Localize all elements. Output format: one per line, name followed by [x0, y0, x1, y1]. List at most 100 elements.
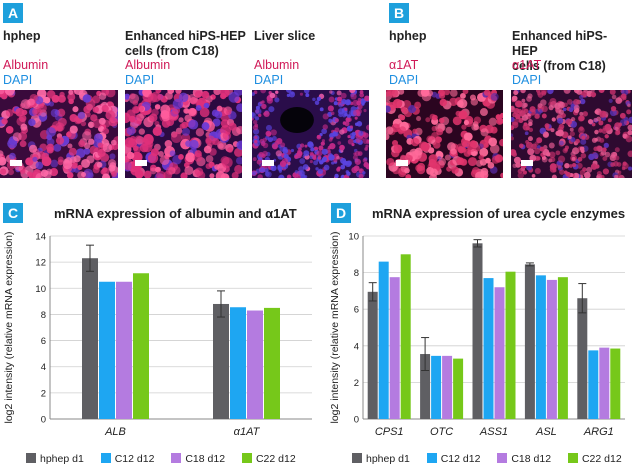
- micrograph-hphep-albumin: [0, 90, 118, 178]
- bar: [546, 279, 557, 419]
- bar: [367, 291, 378, 419]
- y-axis-label: log2 intensity (relative mRNA expression…: [329, 232, 341, 424]
- x-tick-label: ALB: [104, 426, 126, 438]
- bar: [378, 261, 389, 419]
- micrograph-liver-slice-albumin: [252, 90, 369, 178]
- x-tick-label: ASS1: [479, 426, 508, 438]
- bar: [82, 258, 98, 419]
- panel-b-col1-stain-2: DAPI: [389, 73, 419, 87]
- bar: [472, 243, 483, 419]
- y-tick-label: 12: [35, 258, 46, 269]
- y-tick-label: 14: [35, 232, 46, 243]
- y-tick-label: 8: [41, 310, 46, 321]
- bar: [431, 355, 442, 419]
- panel-c-label: C: [3, 203, 23, 223]
- legend-item-c22: C22 d12: [567, 453, 622, 465]
- bar: [524, 264, 535, 419]
- y-tick-label: 2: [41, 388, 46, 399]
- y-tick-label: 6: [41, 336, 46, 347]
- panel-b-col2-stain-2: DAPI: [512, 73, 542, 87]
- scale-bar: [10, 160, 22, 166]
- bar: [505, 271, 516, 419]
- legend-swatch: [497, 453, 508, 463]
- micrograph-hips-hep-a1at: [511, 90, 632, 178]
- panel-a-col3-stain-1: Albumin: [254, 58, 300, 72]
- panel-a-col2-stain-1: Albumin: [125, 58, 171, 72]
- chart-d-title: mRNA expression of urea cycle enzymes: [372, 206, 626, 221]
- bar: [610, 348, 621, 419]
- legend-swatch: [352, 453, 362, 463]
- bar: [389, 277, 400, 419]
- chart-d: log2 intensity (relative mRNA expression…: [329, 232, 625, 438]
- error-bar: [578, 283, 587, 314]
- bar: [453, 358, 464, 419]
- bar: [247, 310, 263, 419]
- chart-c-legend: hphep d1 C12 d12 C18 d12 C22 d12: [26, 453, 310, 465]
- panel-a-col3-stain-2: DAPI: [254, 73, 284, 87]
- chart-c: log2 intensity (relative mRNA expression…: [3, 232, 312, 438]
- y-tick-label: 6: [354, 305, 359, 316]
- legend-swatch: [567, 453, 578, 463]
- x-tick-label: α1AT: [234, 426, 261, 438]
- y-tick-label: 4: [41, 362, 46, 373]
- error-bar: [368, 282, 377, 302]
- legend-item-c18: C18 d12: [497, 453, 551, 465]
- legend-swatch: [100, 453, 111, 463]
- panel-a-label: A: [3, 3, 23, 23]
- bar: [494, 287, 505, 419]
- error-bar: [86, 244, 94, 272]
- x-tick-label: OTC: [430, 426, 453, 438]
- error-bar: [421, 337, 430, 372]
- bar: [483, 278, 494, 419]
- bar: [599, 347, 610, 419]
- bar: [116, 281, 132, 419]
- bar: [420, 354, 431, 419]
- legend-swatch: [26, 453, 36, 463]
- bar: [588, 350, 599, 419]
- panel-a-col1-stain-2: DAPI: [3, 73, 33, 87]
- scale-bar: [262, 160, 274, 166]
- panel-b-col1-stain-1: α1AT: [389, 58, 419, 72]
- y-tick-label: 4: [354, 341, 359, 352]
- panel-b-col2-title: Enhanced hiPS-HEP cells (from C18): [512, 29, 608, 73]
- panel-a-col3-title: Liver slice: [254, 29, 316, 43]
- x-tick-label: ARG1: [583, 426, 614, 438]
- bar: [535, 275, 546, 419]
- bar: [264, 307, 280, 419]
- micrograph-hips-hep-albumin: [125, 90, 242, 178]
- legend-swatch: [241, 453, 252, 463]
- legend-item-c12: C12 d12: [100, 453, 154, 465]
- x-tick-label: ASL: [535, 426, 557, 438]
- bar: [442, 355, 453, 419]
- bar: [213, 303, 229, 419]
- bar: [400, 254, 411, 419]
- y-axis-label: log2 intensity (relative mRNA expression…: [3, 232, 15, 424]
- bar: [99, 281, 115, 419]
- scale-bar: [135, 160, 147, 166]
- bar: [230, 307, 246, 419]
- y-tick-label: 2: [354, 378, 359, 389]
- panel-b-col1-title: hphep: [389, 29, 427, 43]
- legend-item-c12: C12 d12: [426, 453, 480, 465]
- chart-c-title: mRNA expression of albumin and α1AT: [54, 206, 297, 221]
- bar: [577, 298, 588, 419]
- panel-a-col2-stain-2: DAPI: [125, 73, 155, 87]
- y-tick-label: 10: [348, 232, 359, 243]
- error-bar: [473, 239, 482, 248]
- scale-bar: [521, 160, 533, 166]
- panel-b-col2-stain-1: α1AT: [512, 58, 542, 72]
- legend-item-hphep: hphep d1: [352, 453, 410, 465]
- panel-b-label: B: [389, 3, 409, 23]
- error-bar: [525, 262, 534, 267]
- error-bar: [217, 290, 225, 318]
- y-tick-label: 0: [354, 415, 359, 426]
- panel-a-col1-stain-1: Albumin: [3, 58, 49, 72]
- bar: [557, 277, 568, 419]
- legend-item-hphep: hphep d1: [26, 453, 84, 465]
- y-tick-label: 0: [41, 415, 46, 426]
- legend-item-c18: C18 d12: [171, 453, 225, 465]
- scale-bar: [396, 160, 408, 166]
- micrograph-hphep-a1at: [386, 90, 503, 178]
- panel-a-col2-title: Enhanced hiPS-HEP cells (from C18): [125, 29, 246, 58]
- legend-swatch: [171, 453, 182, 463]
